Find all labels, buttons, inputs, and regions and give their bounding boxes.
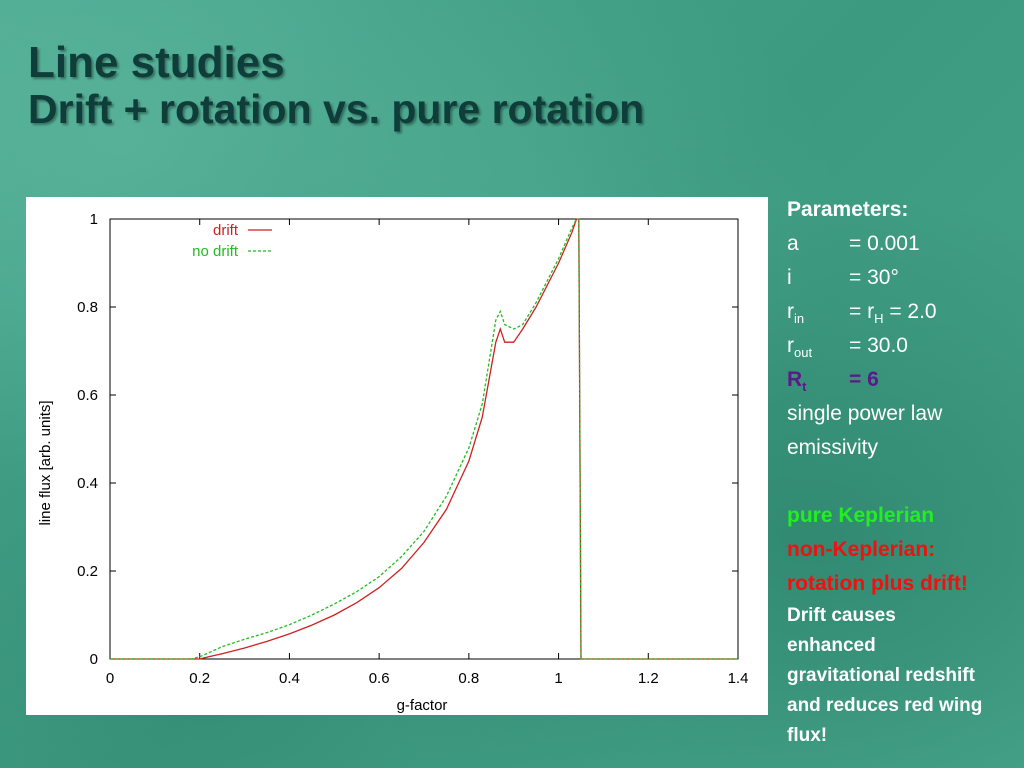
parameters-heading: Parameters: xyxy=(787,198,909,221)
x-tick-label: 1 xyxy=(554,670,562,687)
parameters-panel: Parameters: a = 0.001 i = 30° rin = rH = 2.… xyxy=(787,193,1021,751)
param-rout: rout = 30.0 xyxy=(787,329,1021,363)
y-axis-label: line flux [arb. units] xyxy=(37,400,54,525)
param-rout-letter: r xyxy=(787,334,794,357)
y-tick-label: 0 xyxy=(90,651,98,668)
param-rin-val-pre: = r xyxy=(849,300,875,323)
param-a-key: a xyxy=(787,232,799,255)
drift-note-3: gravitational redshift xyxy=(787,665,975,686)
chart-series xyxy=(110,218,738,660)
non-keplerian-label: non-Keplerian: xyxy=(787,538,936,561)
emissivity-line-1: single power law xyxy=(787,402,943,425)
x-axis-label: g-factor xyxy=(397,697,448,714)
param-rt-letter: R xyxy=(787,368,803,391)
param-rin-letter: r xyxy=(787,300,794,323)
drift-note-5: flux! xyxy=(787,725,828,746)
chart-ticks: 0 0.2 0.4 0.6 0.8 1 1.2 1.4 0 0.2 0.4 0.6 0.8 1 xyxy=(77,211,748,687)
emissivity-line-2: emissivity xyxy=(787,436,879,459)
plot-frame xyxy=(109,218,739,660)
param-rt-sub: t xyxy=(802,379,807,395)
param-i-key: i xyxy=(787,266,792,289)
param-rout-sub: out xyxy=(794,345,813,361)
param-rout-value: = 30.0 xyxy=(849,334,908,357)
pure-keplerian-label: pure Keplerian xyxy=(787,504,935,527)
param-a-value: = 0.001 xyxy=(849,232,920,255)
param-rin-val-sub: H xyxy=(874,311,884,327)
rotation-drift-label: rotation plus drift! xyxy=(787,572,968,595)
x-tick-label: 0.4 xyxy=(279,670,300,687)
chart-legend: drift no drift xyxy=(192,222,272,260)
x-tick-label: 0 xyxy=(106,670,114,687)
param-i: i = 30° xyxy=(787,261,1021,295)
drift-note-1: Drift causes xyxy=(787,605,896,626)
x-tick-label: 1.4 xyxy=(728,670,749,687)
param-rin-val-post: = 2.0 xyxy=(883,300,937,323)
legend-label-no-drift: no drift xyxy=(192,243,239,260)
series-line-no-drift xyxy=(110,218,738,660)
param-rt-value: = 6 xyxy=(849,368,879,391)
title-line-2: Drift + rotation vs. pure rotation xyxy=(28,86,645,133)
param-rin: rin = rH = 2.0 xyxy=(787,295,1021,329)
spacer xyxy=(787,465,1021,499)
y-tick-label: 0.8 xyxy=(77,299,98,316)
param-rin-key: rin xyxy=(787,295,849,329)
param-a: a = 0.001 xyxy=(787,227,1021,261)
param-rt-key: Rt xyxy=(787,363,849,397)
x-tick-label: 0.6 xyxy=(369,670,390,687)
y-tick-label: 0.2 xyxy=(77,563,98,580)
param-rt: Rt = 6 xyxy=(787,363,1021,397)
x-tick-label: 1.2 xyxy=(638,670,659,687)
y-tick-label: 0.6 xyxy=(77,387,98,404)
param-rin-sub: in xyxy=(794,311,805,327)
chart-axes xyxy=(109,218,739,660)
line-profile-chart: 0 0.2 0.4 0.6 0.8 1 1.2 1.4 0 0.2 0.4 0.6 0.8 1 drift… xyxy=(26,197,768,715)
param-i-value: = 30° xyxy=(849,266,899,289)
x-tick-label: 0.8 xyxy=(458,670,479,687)
drift-note-4: and reduces red wing xyxy=(787,695,983,716)
legend-label-drift: drift xyxy=(213,222,239,239)
param-rin-value: = rH = 2.0 xyxy=(849,300,937,327)
chart-svg: 0 0.2 0.4 0.6 0.8 1 1.2 1.4 0 0.2 0.4 0.6 0.8 1 drift… xyxy=(37,211,748,714)
slide-title: Line studies Drift + rotation vs. pure r… xyxy=(28,38,644,133)
drift-note-2: enhanced xyxy=(787,635,876,656)
y-tick-label: 0.4 xyxy=(77,475,98,492)
param-rout-key: rout xyxy=(787,329,849,363)
series-line-drift xyxy=(110,218,738,660)
y-tick-label: 1 xyxy=(90,211,98,228)
x-tick-label: 0.2 xyxy=(189,670,210,687)
title-line-1: Line studies xyxy=(28,38,285,87)
